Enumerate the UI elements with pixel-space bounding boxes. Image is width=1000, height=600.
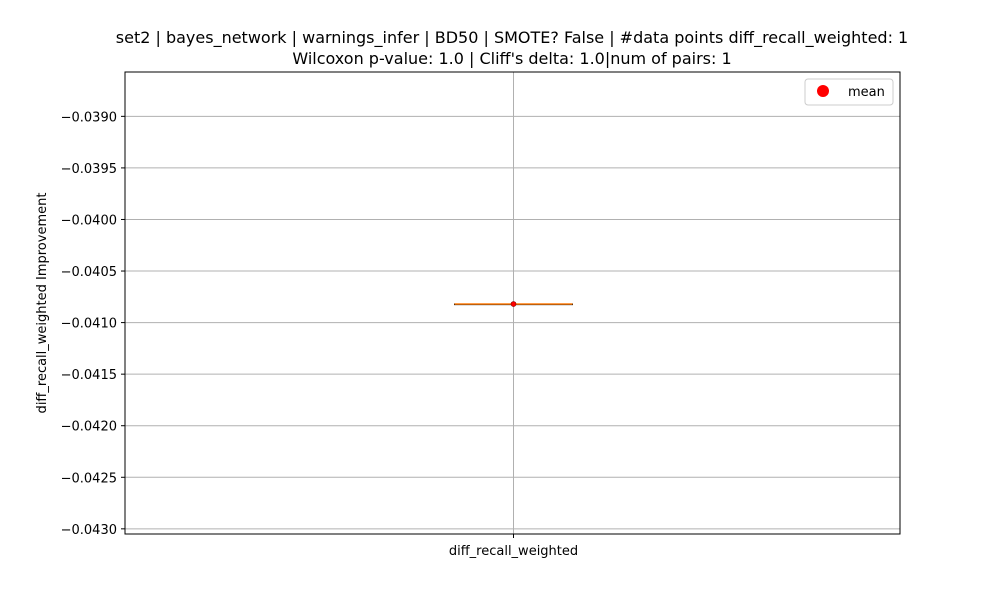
y-tick-label: −0.0400	[61, 213, 117, 228]
chart-title: set2 | bayes_network | warnings_infer | …	[116, 28, 908, 48]
y-tick-label: −0.0390	[61, 110, 117, 125]
chart-subtitle: Wilcoxon p-value: 1.0 | Cliff's delta: 1…	[292, 49, 731, 68]
plot-area-frame	[124, 71, 901, 535]
y-tick-label: −0.0410	[61, 317, 117, 332]
y-tick-label: −0.0395	[61, 162, 117, 177]
y-tick-label: −0.0430	[61, 523, 117, 538]
legend: mean	[804, 78, 894, 106]
x-axis-ticks: diff_recall_weighted	[449, 534, 578, 559]
y-axis-label: diff_recall_weighted Improvement	[35, 193, 50, 414]
mean-point	[510, 301, 517, 307]
legend-label-mean: mean	[848, 85, 885, 100]
y-tick-label: −0.0425	[61, 471, 117, 486]
box-plot	[454, 301, 573, 307]
y-tick-label: −0.0415	[61, 368, 117, 383]
y-tick-label: −0.0420	[61, 420, 117, 435]
legend-box	[804, 78, 894, 106]
y-tick-label: −0.0405	[61, 265, 117, 280]
grid	[125, 72, 900, 534]
y-axis-ticks: −0.0390 −0.0395 −0.0400 −0.0405 −0.0410 −0.04…	[61, 110, 125, 538]
legend-mean-marker	[817, 85, 829, 97]
x-tick-label: diff_recall_weighted	[449, 544, 578, 559]
